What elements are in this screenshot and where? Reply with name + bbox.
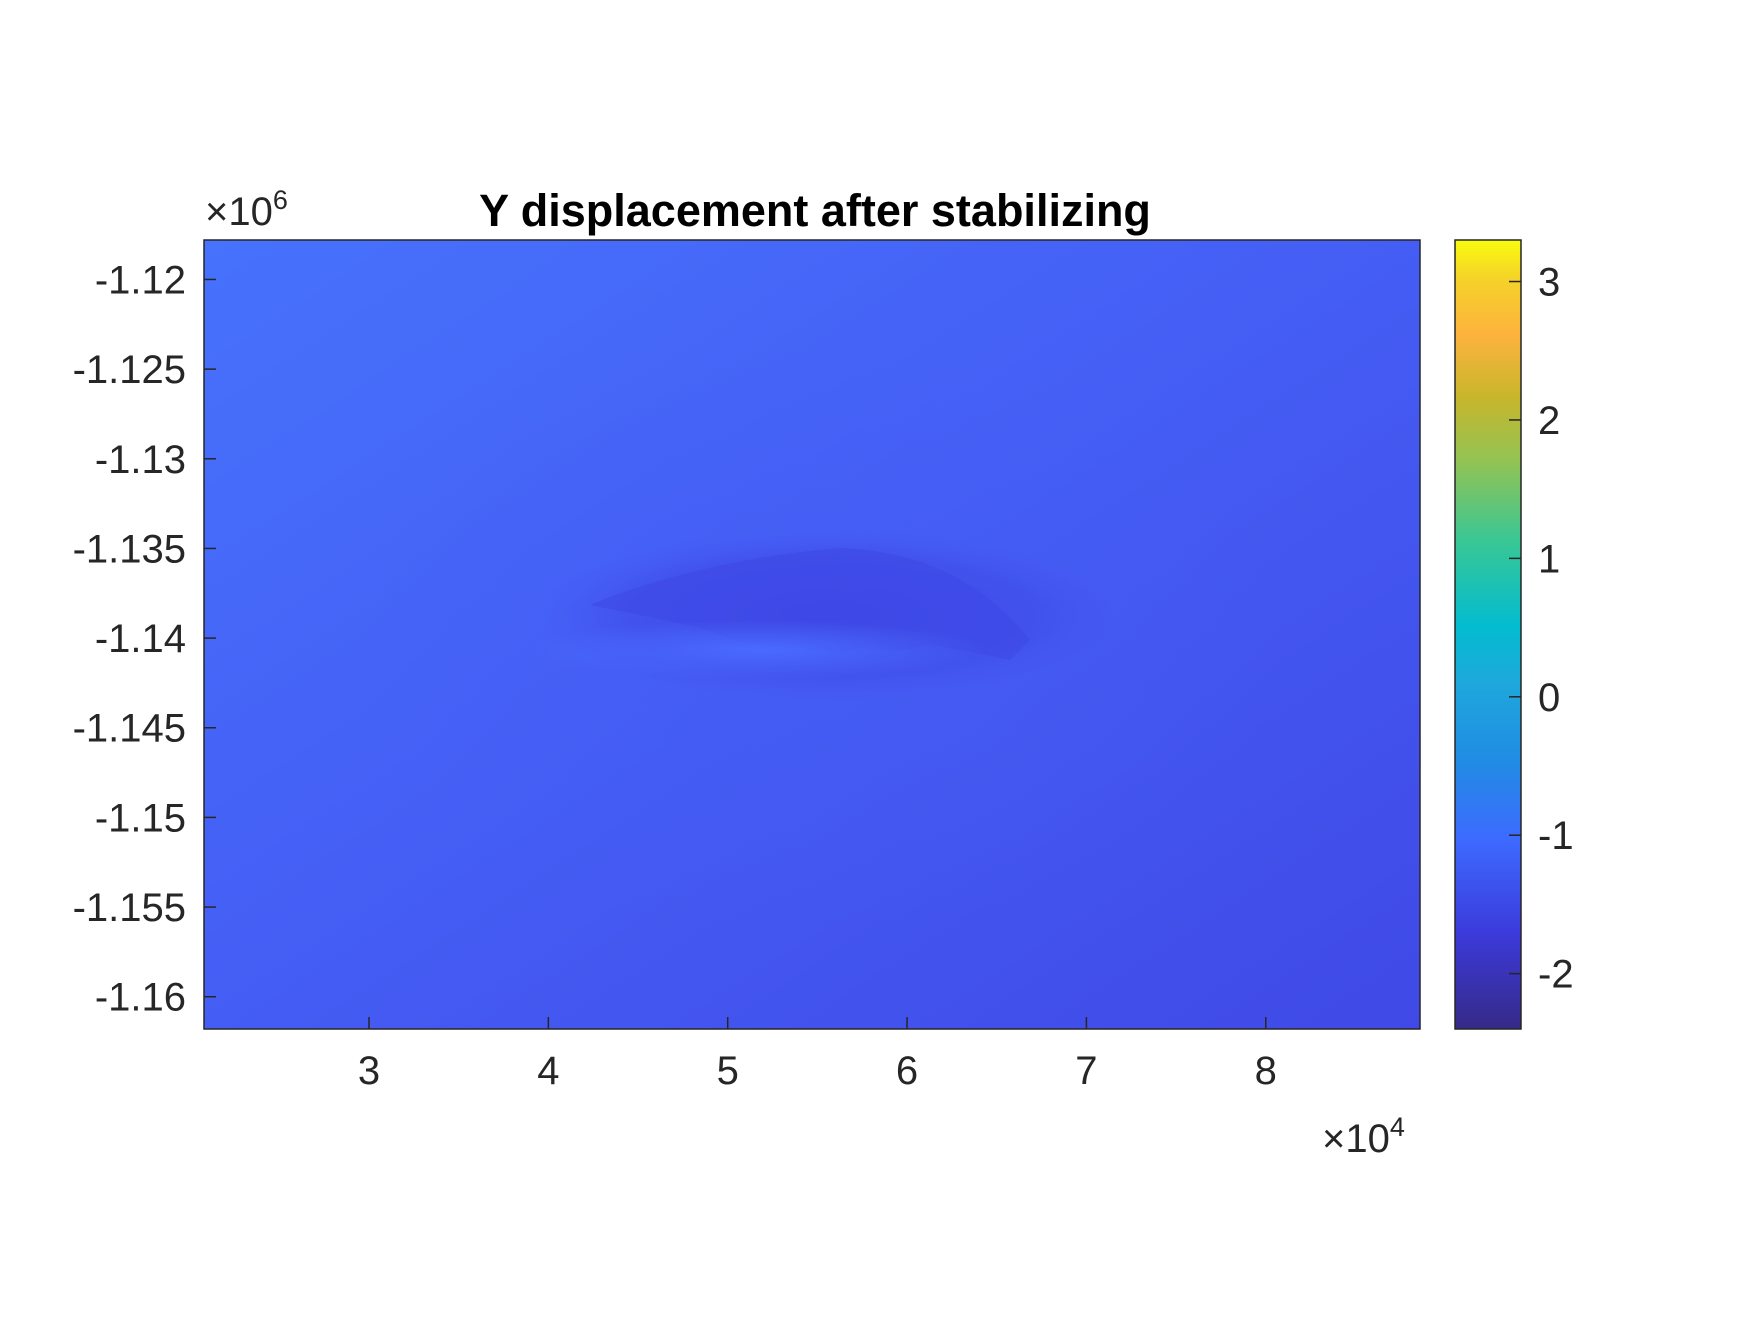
x-tick-label: 5 xyxy=(717,1049,739,1093)
x-tick-label: 7 xyxy=(1075,1049,1097,1093)
heatmap-ridge xyxy=(530,620,990,680)
x-multiplier-base: 10 xyxy=(1345,1117,1390,1161)
chart-title: Y displacement after stabilizing xyxy=(479,185,1151,236)
plot-area xyxy=(204,240,1420,1029)
y-tick-label: -1.145 xyxy=(73,707,186,751)
x-multiplier-exponent: 4 xyxy=(1390,1112,1405,1142)
x-tick-label: 6 xyxy=(896,1049,918,1093)
y-tick-label: -1.15 xyxy=(95,796,186,840)
y-tick-label: -1.12 xyxy=(95,258,186,302)
colorbar-tick-label: 1 xyxy=(1538,537,1560,581)
colorbar-gradient xyxy=(1454,239,1522,1030)
y-tick-label: -1.135 xyxy=(73,527,186,571)
y-axis: -1.12 -1.125 -1.13 -1.135 -1.14 -1.145 -1.15 -1… xyxy=(73,258,216,1020)
colorbar-tick-label: -2 xyxy=(1538,953,1574,997)
x-multiplier: ×104 xyxy=(1322,1112,1405,1161)
y-multiplier-exponent: 6 xyxy=(273,185,288,215)
y-tick-label: -1.14 xyxy=(95,617,186,661)
colorbar-tick-label: 3 xyxy=(1538,261,1560,305)
y-tick-label: -1.125 xyxy=(73,348,186,392)
colorbar-tick-label: 0 xyxy=(1538,676,1560,720)
y-multiplier-base: 10 xyxy=(228,190,273,234)
y-tick-label: -1.155 xyxy=(73,886,186,930)
x-tick-label: 4 xyxy=(537,1049,559,1093)
x-tick-label: 3 xyxy=(358,1049,380,1093)
y-tick-label: -1.16 xyxy=(95,976,186,1020)
x-tick-label: 8 xyxy=(1255,1049,1277,1093)
colorbar-tick-label: 2 xyxy=(1538,399,1560,443)
y-tick-label: -1.13 xyxy=(95,438,186,482)
colorbar: 3 2 1 0 -1 -2 xyxy=(1454,239,1574,1030)
plot-frame xyxy=(203,239,1421,1030)
x-axis: 3 4 5 6 7 8 xyxy=(358,1017,1277,1093)
colorbar-tick-label: -1 xyxy=(1538,814,1574,858)
